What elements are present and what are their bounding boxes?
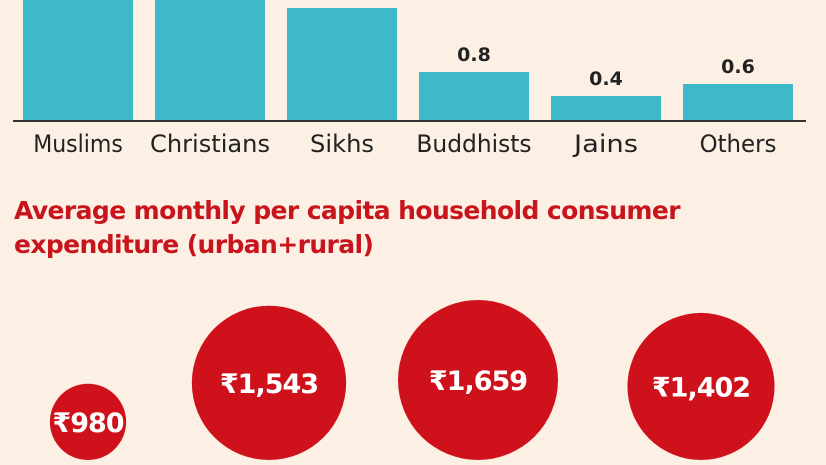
bubble-2 <box>398 300 558 460</box>
bar-sikhs <box>287 8 397 120</box>
section-title: Average monthly per capita household con… <box>14 196 681 259</box>
bubble-1 <box>191 305 347 460</box>
data-label-jains: 0.4 <box>589 68 623 90</box>
bubble-3 <box>627 312 775 460</box>
bar-christians <box>155 0 265 120</box>
bubble-label-1: ₹1,543 <box>220 369 318 400</box>
bar-others <box>683 84 793 120</box>
bar-jains <box>551 96 661 120</box>
bar-muslims <box>23 0 133 120</box>
category-label-muslims: Muslims <box>33 130 123 158</box>
bubble-label-2: ₹1,659 <box>429 366 527 397</box>
category-label-buddhists: Buddhists <box>416 130 531 158</box>
data-label-buddhists: 0.8 <box>457 44 491 66</box>
bubble-label-3: ₹1,402 <box>652 372 750 403</box>
bubble-chart: ₹980 ₹1,543 ₹1,659 ₹1,402 <box>49 300 775 460</box>
data-label-others: 0.6 <box>721 56 755 78</box>
bubble-label-0: ₹980 <box>52 408 123 439</box>
bar-buddhists <box>419 72 529 120</box>
bar-chart: 0.8 0.4 0.6 Muslims Christians Sikhs Buddhist… <box>13 0 806 158</box>
category-label-jains: Jains <box>572 130 638 158</box>
category-label-others: Others <box>700 130 777 158</box>
bubble-0 <box>49 383 127 460</box>
category-label-sikhs: Sikhs <box>310 130 374 158</box>
category-label-christians: Christians <box>150 130 270 158</box>
